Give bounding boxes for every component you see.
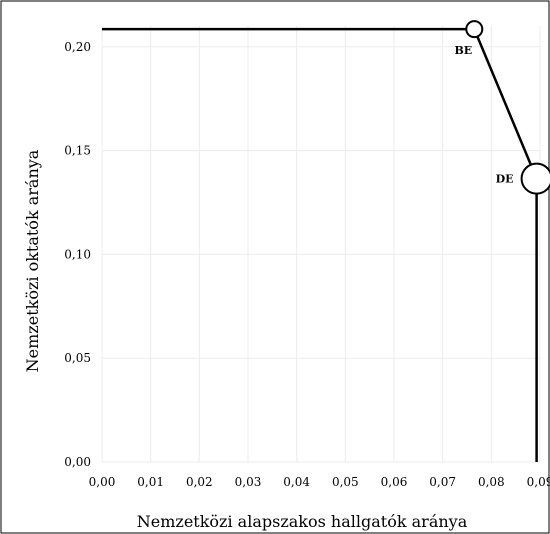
point-label-be: BE (454, 44, 472, 57)
frontier-line (102, 27, 538, 462)
point-label-de: DE (496, 173, 514, 186)
y-axis-ticks: 0,00 0,05 0,10 0,15 0,20 (64, 40, 91, 469)
y-tick-label: 0,00 (64, 455, 91, 469)
y-tick-label: 0,15 (64, 144, 91, 158)
x-tick-label: 0,07 (429, 475, 456, 489)
x-tick-label: 0,05 (332, 475, 359, 489)
y-tick-label: 0,20 (64, 40, 91, 54)
x-tick-label: 0,01 (137, 475, 164, 489)
x-tick-label: 0,02 (186, 475, 213, 489)
data-point-de (520, 162, 550, 195)
x-axis-title: Nemzetközi alapszakos hallgatók aránya (137, 512, 468, 531)
data-point-be (465, 20, 484, 39)
frontier-polyline (102, 27, 538, 462)
y-tick-label: 0,10 (64, 247, 91, 261)
x-axis-ticks: 0,00 0,01 0,02 0,03 0,04 0,05 0,06 0,07 0,08 0,09 (89, 475, 550, 489)
y-axis-title: Nemzetközi oktatók aránya (23, 149, 42, 372)
data-points: BE DE (454, 20, 550, 195)
x-tick-label: 0,09 (527, 475, 550, 489)
x-tick-label: 0,00 (89, 475, 116, 489)
grid-lines (101, 26, 541, 463)
x-tick-label: 0,04 (283, 475, 310, 489)
x-tick-label: 0,03 (235, 475, 262, 489)
x-tick-label: 0,06 (381, 475, 408, 489)
y-tick-label: 0,05 (64, 351, 91, 365)
x-tick-label: 0,08 (478, 475, 505, 489)
